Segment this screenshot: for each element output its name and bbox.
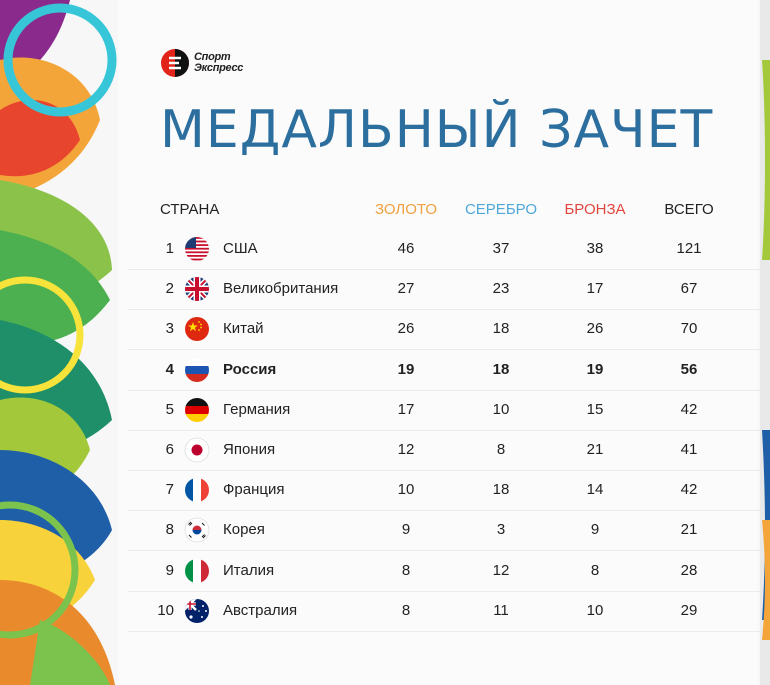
bronze-count: 9: [590, 521, 600, 539]
total-count: 121: [676, 240, 702, 257]
rank-cell: 4: [165, 360, 174, 378]
bronze-count: 26: [586, 320, 604, 338]
gold-count: 12: [397, 441, 415, 458]
table-row: 1 США 46 37 38 121: [128, 229, 760, 270]
country-name: Италия: [223, 561, 275, 579]
header-bronze: БРОНЗА: [564, 201, 626, 218]
total-count: 42: [680, 481, 698, 499]
bronze-count: 17: [586, 280, 604, 298]
gold-count: 27: [397, 280, 415, 298]
header-gold: ЗОЛОТО: [374, 201, 438, 218]
total-count: 42: [680, 400, 698, 418]
rank-cell: 6: [165, 441, 174, 458]
table-row: 4 Россия 19 18 19 56: [128, 350, 760, 391]
bronze-count: 38: [586, 240, 604, 257]
gold-count: 46: [397, 240, 415, 257]
silver-count: 18: [492, 481, 510, 499]
silver-count: 8: [496, 441, 506, 458]
brand-logo[interactable]: Спорт Экспресс: [160, 48, 243, 78]
australia-flag-icon: [185, 598, 209, 623]
rank-cell: 2: [165, 280, 174, 298]
total-count: 28: [680, 561, 698, 579]
silver-count: 11: [493, 601, 509, 619]
usa-flag-icon: [185, 237, 209, 261]
bronze-count: 8: [590, 561, 600, 579]
total-count: 67: [680, 280, 698, 298]
country-name: Австралия: [223, 601, 298, 619]
italy-flag-icon: [185, 558, 209, 583]
gold-count: 8: [401, 561, 411, 579]
table-row: 5 Германия 17 10 15 42: [128, 390, 760, 431]
content-panel: [118, 0, 758, 685]
page-title: МЕДАЛЬНЫЙ ЗАЧЕТ: [160, 100, 714, 160]
uk-flag-icon: [185, 277, 209, 302]
total-count: 21: [680, 521, 698, 539]
silver-count: 10: [492, 400, 510, 418]
country-name: Великобритания: [223, 280, 339, 298]
table-row: 9 Италия 8 12 8 28: [128, 551, 760, 592]
silver-count: 18: [492, 320, 510, 338]
korea-flag-icon: [184, 517, 210, 543]
brand-line-1: Спорт: [194, 51, 231, 63]
france-flag-icon: [185, 478, 209, 503]
russia-flag-icon: [185, 357, 209, 382]
total-count: 29: [680, 601, 698, 619]
header-silver: СЕРЕБРО: [464, 201, 538, 218]
brand-line-2: Экспресс: [194, 62, 244, 74]
country-name: Япония: [223, 441, 276, 458]
bronze-count: 15: [586, 400, 604, 418]
china-flag-icon: [185, 317, 209, 342]
sport-express-logo-icon: [161, 49, 189, 77]
country-name: Франция: [223, 481, 285, 499]
rank-cell: 9: [165, 561, 174, 579]
gold-count: 26: [397, 320, 415, 338]
rank-cell: 7: [165, 481, 174, 499]
gold-count: 9: [401, 521, 411, 539]
rank-cell: 3: [165, 320, 174, 338]
rank-cell: 8: [165, 521, 174, 539]
table-row: 8 Корея 9 3 9 21: [128, 510, 760, 552]
rank-cell: 5: [165, 400, 174, 418]
brand-name: Спорт Экспресс: [194, 52, 243, 74]
silver-count: 12: [492, 561, 510, 579]
header-country: СТРАНА: [160, 201, 220, 218]
silver-count: 3: [496, 521, 506, 539]
bronze-count: 14: [586, 481, 604, 499]
country-name: США: [223, 240, 258, 257]
table-row: 2 Великобритания 27 23 17 67: [128, 269, 760, 311]
table-row: 3 Китай 26 18 26 70: [128, 309, 760, 351]
table-row: 10 Австралия 8 11 10 29: [128, 591, 760, 632]
total-count: 70: [680, 320, 698, 338]
gold-count: 10: [397, 481, 415, 499]
gold-count: 17: [397, 400, 415, 418]
total-count: 41: [680, 441, 698, 458]
silver-count: 37: [492, 240, 510, 257]
gold-count: 19: [397, 360, 415, 378]
bronze-count: 19: [586, 360, 604, 378]
japan-flag-icon: [184, 437, 210, 463]
total-count: 56: [680, 360, 698, 378]
country-name: Германия: [223, 400, 291, 418]
country-name: Россия: [223, 360, 277, 378]
bronze-count: 21: [586, 441, 604, 458]
silver-count: 18: [492, 360, 510, 378]
header-total: ВСЕГО: [664, 201, 714, 218]
table-row: 6 Япония 12 8 21 41: [128, 430, 760, 471]
germany-flag-icon: [185, 397, 209, 422]
table-row: 7 Франция 10 18 14 42: [128, 470, 760, 512]
bronze-count: 10: [586, 601, 604, 619]
silver-count: 23: [492, 280, 510, 298]
country-name: Китай: [223, 320, 264, 338]
rank-cell: 1: [165, 240, 174, 257]
country-name: Корея: [223, 521, 265, 539]
gold-count: 8: [401, 601, 411, 619]
rank-cell: 10: [157, 601, 174, 619]
